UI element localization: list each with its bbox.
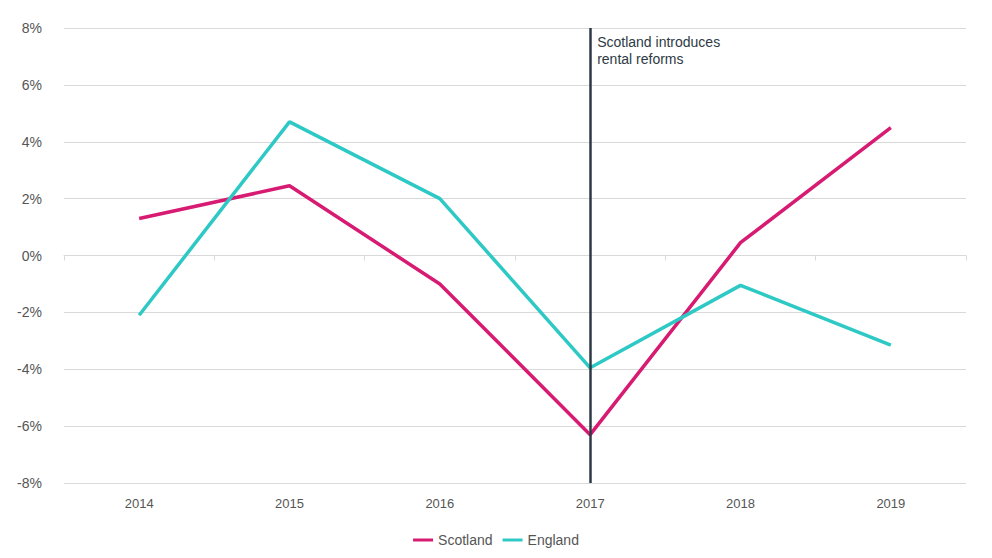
svg-text:-4%: -4%: [17, 361, 42, 377]
svg-text:-8%: -8%: [17, 475, 42, 491]
svg-text:England: England: [528, 532, 579, 548]
svg-text:2015: 2015: [275, 496, 304, 511]
svg-text:2016: 2016: [425, 496, 454, 511]
svg-text:0%: 0%: [22, 248, 42, 264]
svg-text:2017: 2017: [576, 496, 605, 511]
svg-text:8%: 8%: [22, 20, 42, 36]
svg-text:2019: 2019: [876, 496, 905, 511]
svg-text:Scotland: Scotland: [438, 532, 492, 548]
svg-text:-6%: -6%: [17, 418, 42, 434]
svg-text:2%: 2%: [22, 191, 42, 207]
svg-text:4%: 4%: [22, 134, 42, 150]
svg-text:-2%: -2%: [17, 304, 42, 320]
svg-text:2014: 2014: [125, 496, 154, 511]
svg-text:2018: 2018: [726, 496, 755, 511]
svg-text:Scotland introduces: Scotland introduces: [597, 34, 720, 50]
svg-text:6%: 6%: [22, 77, 42, 93]
svg-text:rental reforms: rental reforms: [597, 51, 683, 67]
